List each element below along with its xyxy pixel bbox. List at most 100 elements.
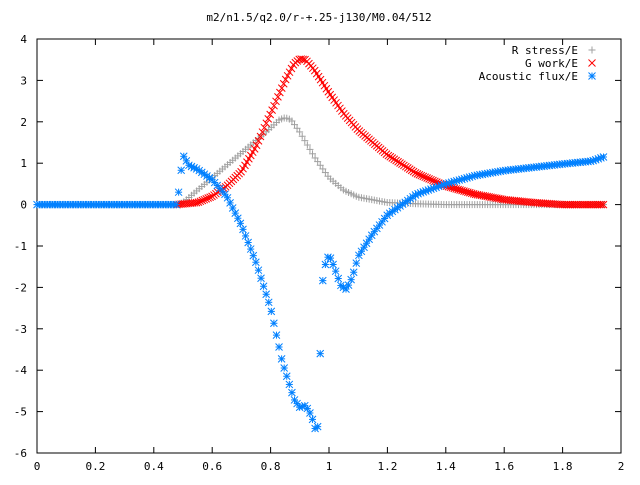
data-point — [260, 123, 269, 132]
data-point — [272, 331, 281, 339]
legend-marker — [588, 59, 596, 67]
legend-label: R stress/E — [512, 44, 578, 57]
x-tick-label: 0.8 — [261, 460, 281, 473]
y-tick-label: 4 — [20, 33, 27, 46]
data-point — [244, 238, 252, 247]
data-point — [283, 71, 292, 80]
series-0 — [33, 114, 607, 209]
data-point — [360, 243, 368, 252]
data-point — [277, 355, 286, 363]
x-tick-label: 0.6 — [202, 460, 222, 473]
data-point — [266, 110, 275, 119]
y-tick-label: 1 — [20, 157, 27, 170]
data-point — [259, 282, 268, 291]
data-point — [593, 200, 602, 209]
data-point — [419, 172, 428, 181]
data-point — [250, 145, 259, 153]
data-point — [570, 200, 579, 209]
data-point — [329, 260, 337, 269]
x-tick-label: 0.2 — [85, 460, 105, 473]
data-point — [301, 137, 309, 145]
data-point — [411, 169, 420, 177]
x-tick-label: 1.2 — [377, 460, 397, 473]
data-point — [298, 132, 306, 140]
data-point — [316, 161, 324, 169]
data-point — [582, 200, 590, 209]
data-point — [599, 200, 608, 209]
data-point — [262, 290, 271, 299]
data-point — [318, 276, 327, 285]
y-tick-label: -5 — [14, 406, 27, 419]
data-point — [578, 200, 587, 209]
data-point — [589, 200, 598, 209]
data-point — [425, 175, 433, 183]
data-point — [254, 266, 263, 275]
data-point — [200, 195, 209, 204]
series-1 — [173, 55, 608, 209]
y-tick-label: 0 — [20, 199, 27, 212]
data-point — [262, 119, 271, 128]
data-point — [264, 298, 273, 307]
data-point — [282, 372, 291, 381]
data-point — [566, 200, 575, 209]
data-point — [274, 93, 282, 101]
data-point — [272, 97, 280, 106]
x-tick-label: 1 — [326, 460, 333, 473]
data-point — [586, 200, 594, 209]
data-point — [267, 307, 276, 316]
data-point — [599, 153, 608, 161]
data-point — [308, 415, 317, 424]
data-point — [562, 200, 571, 209]
data-point — [257, 274, 265, 283]
data-point — [172, 200, 180, 209]
data-point — [334, 274, 343, 283]
legend-label: Acoustic flux/E — [479, 70, 578, 83]
axis-ticks: 0 0.2 0.4 0.6 0.8 1 1.2 1.4 1.6 1.8 2 4 3 2 1 0 -1 -2 -3 -4… — [14, 33, 625, 473]
data-point — [299, 55, 307, 64]
data-point — [568, 200, 577, 209]
data-point — [290, 121, 298, 129]
data-point — [285, 68, 294, 77]
data-point — [252, 258, 260, 267]
data-point — [406, 194, 415, 203]
y-tick-label: -6 — [14, 447, 27, 460]
x-tick-label: 1.8 — [553, 460, 573, 473]
data-point — [421, 173, 430, 182]
data-point — [277, 84, 286, 92]
data-point — [268, 106, 276, 114]
data-point — [572, 200, 581, 209]
data-point — [331, 267, 340, 276]
data-point — [252, 141, 261, 150]
data-point — [352, 259, 361, 267]
y-tick-label: 2 — [20, 116, 27, 129]
data-point — [580, 200, 588, 209]
data-point — [574, 200, 583, 209]
data-point — [417, 171, 426, 180]
data-point — [311, 154, 319, 162]
data-point — [560, 200, 569, 209]
data-point — [270, 319, 278, 328]
data-point — [276, 88, 284, 97]
data-point — [293, 124, 301, 132]
data-point — [427, 175, 435, 184]
data-point — [279, 79, 288, 88]
data-point — [309, 150, 317, 158]
x-tick-label: 1.4 — [436, 460, 456, 473]
data-point — [597, 200, 606, 209]
data-point — [288, 117, 296, 125]
y-tick-label: -4 — [14, 364, 28, 377]
data-point — [249, 251, 258, 260]
data-point — [296, 128, 304, 136]
data-point — [306, 145, 314, 153]
data-point — [347, 275, 355, 284]
legend-marker — [588, 72, 596, 80]
data-point — [295, 55, 304, 64]
x-tick-label: 1.6 — [494, 460, 514, 473]
data-point — [321, 260, 330, 269]
data-point — [206, 193, 214, 202]
data-point — [221, 190, 229, 199]
x-tick-label: 0 — [34, 460, 41, 473]
y-tick-label: -2 — [14, 281, 27, 294]
